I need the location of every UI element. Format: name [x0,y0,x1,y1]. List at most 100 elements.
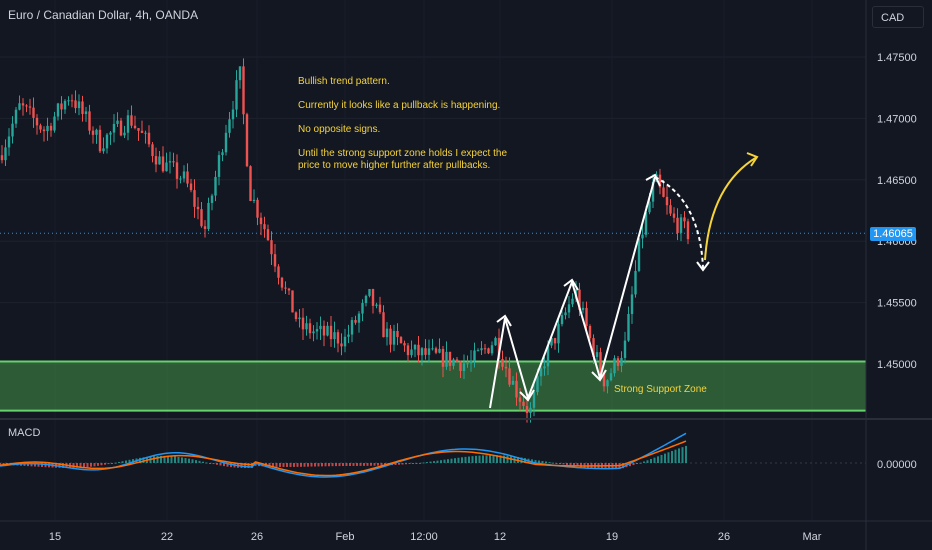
candle-body [452,359,455,366]
macd-histogram-bar [41,463,43,467]
macd-histogram-bar [408,463,411,464]
macd-histogram-bar [93,463,96,467]
macd-histogram-bar [100,463,103,466]
candle-body [340,343,343,347]
macd-histogram-bar [492,455,495,463]
macd-histogram-bar [450,458,453,463]
price-tick-label: 1.46500 [877,175,917,187]
macd-histogram-bar [142,457,145,463]
candle-body [620,357,623,366]
candle-body [333,332,336,340]
macd-histogram-bar [412,463,414,464]
macd-histogram-bar [282,463,285,467]
macd-histogram-bar [0,463,1,465]
macd-histogram-bar [34,463,36,467]
candle-body [588,326,592,339]
candle-body [4,147,7,161]
arrow-head [696,261,710,272]
candle-body [389,328,392,345]
macd-histogram-bar [398,463,400,465]
candle-body [637,238,641,271]
candle-body [158,156,161,165]
candle-body [217,155,221,177]
candle-body [455,359,459,362]
time-tick-label: 26 [718,531,730,543]
candle-body [473,350,476,361]
macd-histogram-bar [370,463,372,466]
candle-body [105,134,109,149]
candle-body [322,325,326,336]
candle-body [536,376,539,393]
candle-body [242,66,245,115]
candle-body [613,358,616,374]
symbol-title[interactable]: Euro / Canadian Dollar, 4h, OANDA [8,8,199,22]
arrow-head [591,369,607,382]
time-tick-label: 12 [494,531,506,543]
macd-histogram-bar [272,463,274,467]
macd-histogram-bar [534,460,537,463]
candle-body [315,329,319,332]
candle-body [63,100,67,110]
candle-body [147,132,151,145]
candle-body [224,132,228,153]
price-tick-label: 1.45000 [877,359,917,371]
macd-histogram-bar [674,449,677,463]
candle-body [641,234,644,239]
candle-body [399,337,403,344]
macd-histogram-bar [685,445,687,463]
macd-histogram-bar [363,463,365,466]
macd-tick-label: 0.00000 [877,459,917,471]
candle-body [200,209,203,227]
macd-histogram-bar [111,463,113,464]
macd-histogram-bar [219,463,222,466]
macd-histogram-bar [209,463,211,464]
candle-body [123,132,126,136]
candle-body [130,115,133,126]
candle-body [42,129,46,132]
macd-histogram-bar [520,457,523,463]
macd-histogram-bar [380,463,383,466]
candle-body [154,156,158,165]
macd-histogram-bar [279,463,281,467]
zigzag-pattern [489,176,656,409]
note-no-opposite: No opposite signs. [298,124,381,135]
candle-body [665,196,669,206]
candle-body [14,109,18,124]
candle-body [126,115,130,133]
macd-histogram-bar [338,463,341,467]
candle-body [616,358,620,366]
macd-histogram-bar [643,461,645,463]
macd-histogram-bar [118,461,120,463]
candle-body [375,304,378,306]
macd-histogram-bar [128,459,131,463]
candle-body [326,325,329,336]
time-tick-label: 26 [251,531,263,543]
candle-body [18,103,21,110]
price-tick-label: 1.45500 [877,298,917,310]
candle-body [165,162,168,172]
signal-line [0,440,687,477]
candle-body [277,266,280,278]
price-axis[interactable]: 1.475001.470001.465001.460001.455001.450… [877,52,917,471]
macd-histogram-bar [317,463,320,467]
candle-body [308,323,312,334]
candle-body [469,360,473,364]
macd-histogram-bar [576,463,579,467]
macd-label[interactable]: MACD [8,427,41,439]
macd-histogram-bar [37,463,40,467]
macd-histogram-bar [195,460,197,463]
candle-body [546,345,550,367]
macd-histogram-bar [580,463,582,468]
candle-body [77,101,81,109]
time-axis[interactable]: 15 22 26 Feb 12:00 12 19 26 Mar [49,531,822,543]
price-tick-label: 1.47500 [877,52,917,64]
macd-histogram-bar [202,461,204,463]
candle-body [448,351,452,366]
candle-body [347,334,350,337]
candle-body [364,295,368,304]
candle-body [49,125,53,131]
candle-body [476,350,480,352]
currency-selector[interactable]: CAD [872,6,924,28]
pullback-forecast [654,176,704,269]
